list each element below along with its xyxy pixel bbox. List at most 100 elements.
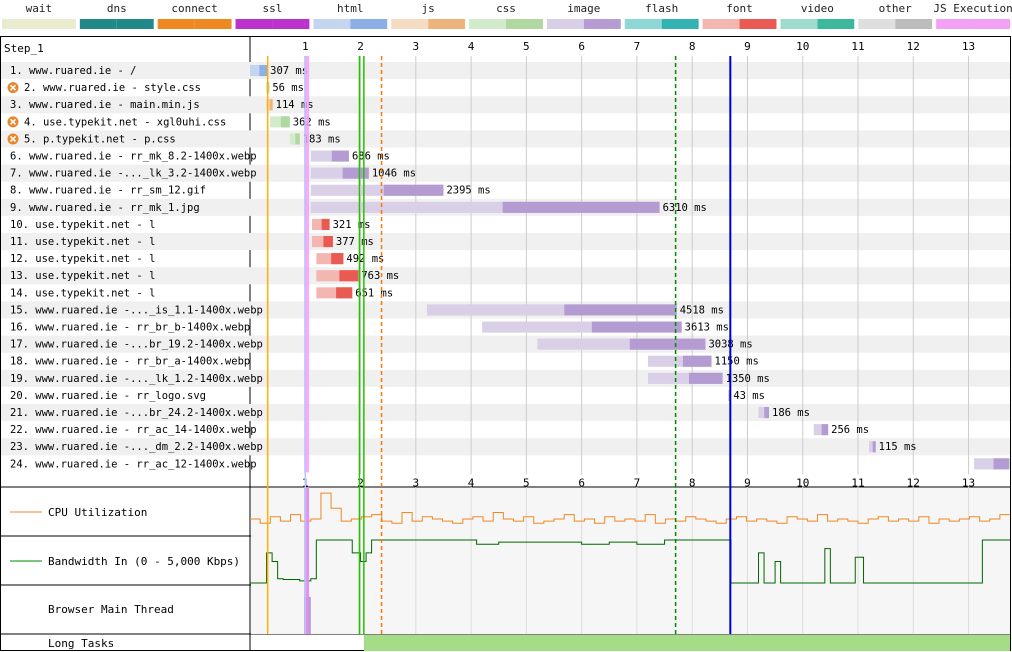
cpu-line — [250, 492, 1010, 524]
legend-label: connect — [171, 2, 217, 15]
request-bar — [266, 99, 273, 111]
duration-label: 114 ms — [276, 99, 314, 111]
legend-swatch — [624, 19, 662, 29]
request-bar — [426, 304, 677, 316]
request-bar — [250, 65, 268, 77]
request-bar-download — [339, 270, 359, 282]
duration-label: 183 ms — [303, 133, 341, 145]
duration-label: 4518 ms — [680, 304, 724, 316]
duration-label: 1350 ms — [726, 373, 770, 385]
request-bar-download — [591, 321, 682, 333]
legend-label: html — [337, 2, 364, 15]
tick-label: 5 — [523, 476, 530, 489]
tick-label: 7 — [634, 40, 641, 53]
request-bar-download — [331, 150, 349, 162]
request-bar-download — [629, 338, 706, 350]
main-thread-label: Browser Main Thread — [48, 603, 174, 616]
request-label: 15. www.ruared.ie -..._is_1.1-1400x.webp — [10, 304, 263, 316]
legend-swatch — [858, 19, 896, 29]
duration-label: 686 ms — [352, 151, 390, 163]
duration-label: 377 ms — [336, 236, 374, 248]
legend-swatch — [546, 19, 584, 29]
request-label: 17. www.ruared.ie -...br_19.2-1400x.webp — [10, 339, 263, 351]
legend-swatch — [116, 19, 154, 29]
request-bar-download — [259, 65, 268, 77]
request-label: 8. www.ruared.ie - rr_sm_12.gif — [10, 185, 206, 197]
tick-label: 5 — [523, 40, 530, 53]
event-markers — [266, 56, 732, 634]
request-label: 13. use.typekit.net - l — [10, 270, 155, 282]
tick-label: 8 — [689, 476, 696, 489]
render-blocking-icon — [9, 118, 17, 125]
duration-label: 1046 ms — [372, 168, 416, 180]
tick-label: 10 — [796, 476, 809, 489]
request-bar-download — [764, 407, 770, 419]
legend-swatch — [661, 19, 699, 29]
request-bar-download — [331, 253, 344, 265]
request-label: 18. www.ruared.ie - rr_br_a-1400x.webp — [10, 356, 250, 368]
request-label: 5. p.typekit.net - p.css — [24, 133, 176, 145]
request-bar — [310, 184, 444, 196]
legend-swatch — [817, 19, 855, 29]
request-bar-download — [280, 116, 290, 128]
legend-label: flash — [645, 2, 678, 15]
request-bar-download — [267, 82, 270, 94]
duration-label: 651 ms — [355, 287, 393, 299]
legend-label: image — [567, 2, 600, 15]
row-band — [1, 130, 1010, 148]
legend-swatch — [469, 19, 506, 29]
request-bar-download — [321, 218, 330, 230]
tick-label: 6 — [578, 40, 585, 53]
tick-label: 9 — [744, 40, 751, 53]
legend-label: other — [879, 2, 912, 15]
tick-label: 10 — [796, 40, 809, 53]
row-band — [1, 96, 1010, 114]
legend-swatch — [583, 19, 621, 29]
duration-label: 6310 ms — [663, 202, 707, 214]
legend-swatch — [780, 19, 818, 29]
request-label: 2. www.ruared.ie - style.css — [24, 82, 201, 94]
row-band — [1, 62, 1010, 80]
request-bar-download — [689, 372, 723, 384]
legend-swatch — [506, 19, 543, 29]
row-band — [1, 335, 1010, 353]
duration-label: 56 ms — [272, 82, 304, 94]
legend-label: ssl — [263, 2, 283, 15]
legend-label: css — [496, 2, 516, 15]
tick-label: 9 — [744, 476, 751, 489]
request-label: 16. www.ruared.ie - rr_br_b-1400x.webp — [10, 322, 250, 334]
request-label: 4. use.typekit.net - xgl0uhi.css — [24, 116, 226, 128]
tick-label: 12 — [907, 476, 920, 489]
tick-label: 3 — [413, 40, 420, 53]
bandwidth-line — [250, 539, 1010, 584]
legend-label: js — [422, 2, 435, 15]
long-tasks-bar — [363, 635, 1010, 651]
render-blocking-icon — [9, 135, 17, 143]
request-label: 19. www.ruared.ie -..._lk_1.2-1400x.webp — [10, 373, 263, 385]
request-bar-download — [336, 287, 353, 299]
duration-label: 1150 ms — [715, 356, 759, 368]
request-bar — [311, 236, 333, 248]
legend-label: video — [801, 2, 834, 15]
legend-swatch — [391, 19, 429, 29]
legend-swatch — [702, 19, 740, 29]
legend-label: dns — [107, 2, 127, 15]
duration-label: 43 ms — [733, 390, 765, 402]
request-bar-download — [295, 133, 300, 145]
duration-label: 256 ms — [831, 424, 869, 436]
request-label: 24. www.ruared.ie - rr_ac_12-1400x.webp — [10, 458, 257, 470]
legend-label: JS Execution — [933, 2, 1012, 15]
legend-swatch — [157, 19, 195, 29]
request-bar — [647, 372, 723, 384]
panel-bg — [251, 488, 1010, 634]
tick-label: 7 — [634, 476, 641, 489]
request-bar — [974, 458, 1010, 470]
request-bar-download — [564, 304, 677, 316]
row-band — [1, 233, 1010, 251]
row-band — [1, 164, 1010, 182]
legend-swatch — [350, 19, 388, 29]
request-bar — [647, 355, 712, 367]
request-bar — [537, 338, 706, 350]
request-label: 23. www.ruared.ie -..._dm_2.2-1400x.webp — [10, 441, 263, 453]
request-bar-download — [821, 424, 829, 436]
